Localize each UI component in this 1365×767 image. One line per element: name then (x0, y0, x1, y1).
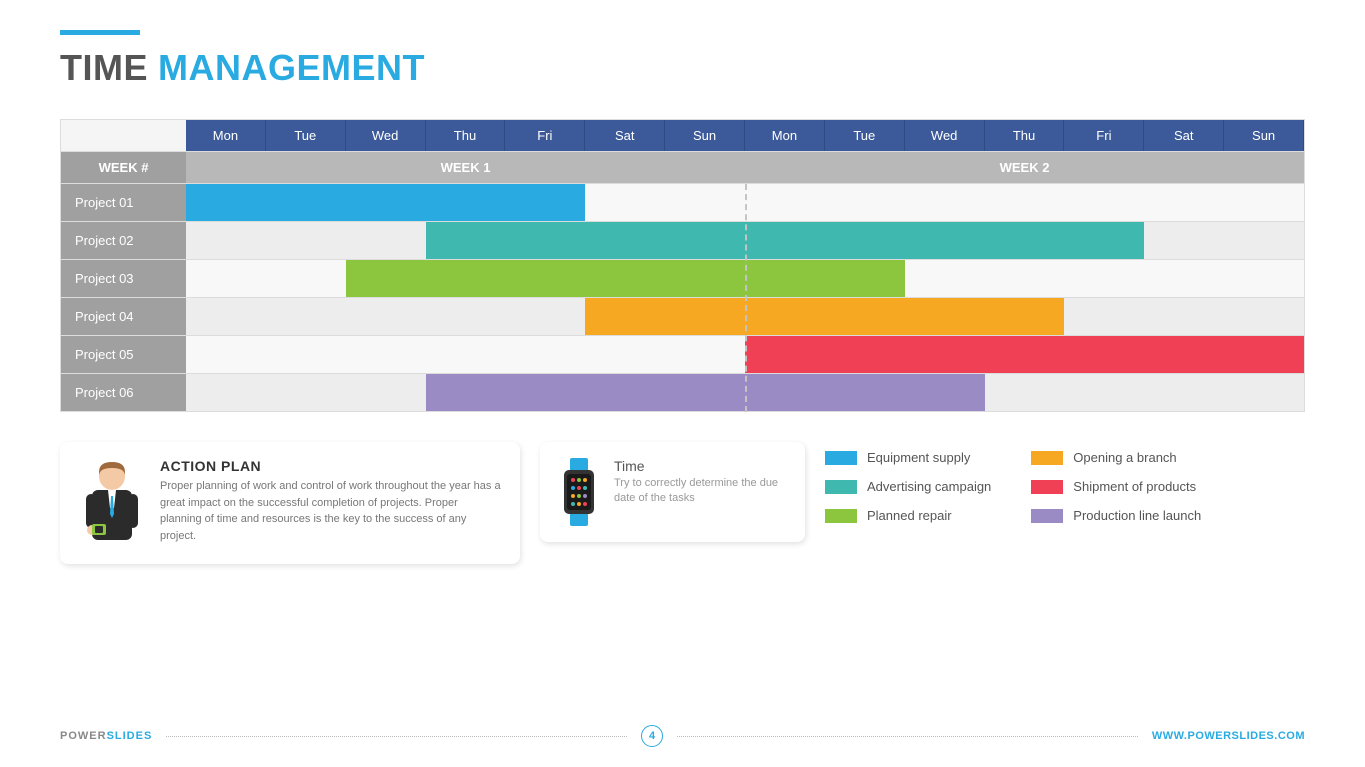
day-header-cell: Sat (1144, 120, 1224, 151)
legend-swatch (825, 451, 857, 465)
legend-label: Equipment supply (867, 450, 970, 465)
legend-col-2: Opening a branch Shipment of products Prod… (1031, 450, 1201, 523)
footer-brand-1: POWER (60, 730, 107, 742)
businessman-icon (78, 458, 146, 548)
gantt-row-label: Project 06 (61, 374, 186, 411)
legend-item: Shipment of products (1031, 479, 1201, 494)
smartwatch-icon (558, 458, 600, 526)
time-card-text: Try to correctly determine the due date … (614, 476, 787, 507)
footer-line-left (166, 736, 627, 737)
title-accent-bar (60, 30, 140, 35)
bottom-section: ACTION PLAN Proper planning of work and … (60, 442, 1305, 564)
gantt-bar (186, 184, 585, 221)
legend-item: Planned repair (825, 508, 991, 523)
gantt-bar (426, 374, 985, 411)
time-card-title: Time (614, 458, 787, 474)
gantt-row: Project 06 (60, 374, 1305, 412)
footer-brand-2: SLIDES (107, 730, 153, 742)
legend-item: Equipment supply (825, 450, 991, 465)
week-header-cell: WEEK 2 (745, 152, 1304, 183)
day-header-cell: Tue (825, 120, 905, 151)
gantt-row-label: Project 01 (61, 184, 186, 221)
day-header-cell: Sat (585, 120, 665, 151)
legend-swatch (825, 509, 857, 523)
day-header-cell: Sun (665, 120, 745, 151)
gantt-bar (426, 222, 1145, 259)
day-header-cell: Mon (186, 120, 266, 151)
gantt-day-header: MonTueWedThuFriSatSunMonTueWedThuFriSatS… (60, 119, 1305, 152)
gantt-chart: MonTueWedThuFriSatSunMonTueWedThuFriSatS… (60, 119, 1305, 412)
title-word-1: TIME (60, 47, 148, 89)
day-header-cell: Fri (1064, 120, 1144, 151)
legend-label: Planned repair (867, 508, 952, 523)
slide-title: TIME MANAGEMENT (60, 47, 1305, 89)
gantt-body: Project 01Project 02Project 03Project 04… (60, 184, 1305, 412)
gantt-row-label: Project 02 (61, 222, 186, 259)
day-header-cell: Wed (905, 120, 985, 151)
footer: POWERSLIDES 4 WWW.POWERSLIDES.COM (60, 725, 1305, 747)
week-number-label: WEEK # (61, 152, 186, 183)
legend-swatch (825, 480, 857, 494)
footer-line-right (677, 736, 1138, 737)
gantt-track (186, 222, 1304, 259)
day-header-cell: Sun (1224, 120, 1304, 151)
gantt-track (186, 184, 1304, 221)
day-header-cell: Wed (346, 120, 426, 151)
footer-url: WWW.POWERSLIDES.COM (1152, 730, 1305, 742)
legend-label: Production line launch (1073, 508, 1201, 523)
footer-brand: POWERSLIDES (60, 730, 152, 742)
legend-swatch (1031, 480, 1063, 494)
gantt-bar (745, 336, 1304, 373)
day-header-cell: Mon (745, 120, 825, 151)
legend-swatch (1031, 509, 1063, 523)
legend-swatch (1031, 451, 1063, 465)
page-number: 4 (641, 725, 663, 747)
day-header-cell: Tue (266, 120, 346, 151)
legend: Equipment supply Advertising campaign Plan… (825, 442, 1305, 523)
gantt-row: Project 01 (60, 184, 1305, 222)
gantt-header-spacer (61, 120, 186, 151)
gantt-track (186, 298, 1304, 335)
gantt-row-label: Project 05 (61, 336, 186, 373)
gantt-row-label: Project 04 (61, 298, 186, 335)
action-plan-card: ACTION PLAN Proper planning of work and … (60, 442, 520, 564)
legend-label: Shipment of products (1073, 479, 1196, 494)
gantt-track (186, 336, 1304, 373)
legend-label: Advertising campaign (867, 479, 991, 494)
gantt-bar (585, 298, 1064, 335)
legend-item: Advertising campaign (825, 479, 991, 494)
day-header-cell: Thu (426, 120, 506, 151)
action-plan-text: Proper planning of work and control of w… (160, 478, 502, 544)
day-header-cell: Thu (985, 120, 1065, 151)
gantt-track (186, 374, 1304, 411)
gantt-row: Project 02 (60, 222, 1305, 260)
action-plan-title: ACTION PLAN (160, 458, 502, 474)
gantt-bar (346, 260, 905, 297)
legend-item: Opening a branch (1031, 450, 1201, 465)
legend-col-1: Equipment supply Advertising campaign Plan… (825, 450, 991, 523)
week-header-cell: WEEK 1 (186, 152, 745, 183)
legend-item: Production line launch (1031, 508, 1201, 523)
title-word-2: MANAGEMENT (158, 47, 425, 89)
gantt-row-label: Project 03 (61, 260, 186, 297)
gantt-track (186, 260, 1304, 297)
gantt-row: Project 04 (60, 298, 1305, 336)
gantt-week-header: WEEK # WEEK 1WEEK 2 (60, 152, 1305, 184)
gantt-row: Project 03 (60, 260, 1305, 298)
legend-label: Opening a branch (1073, 450, 1176, 465)
gantt-row: Project 05 (60, 336, 1305, 374)
time-card: Time Try to correctly determine the due … (540, 442, 805, 542)
day-header-cell: Fri (505, 120, 585, 151)
